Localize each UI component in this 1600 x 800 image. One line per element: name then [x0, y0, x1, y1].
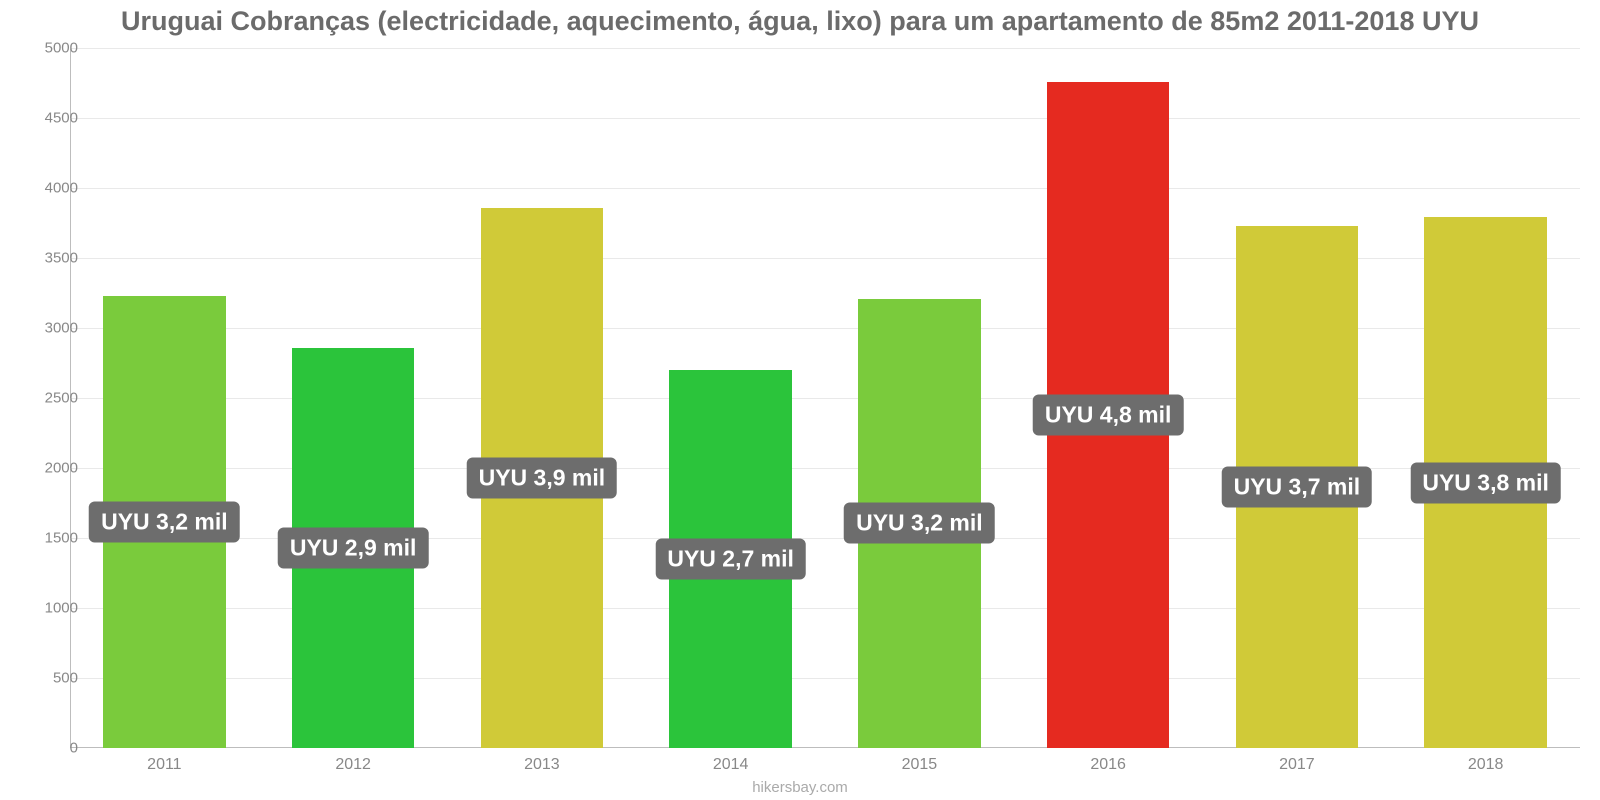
- value-badge: UYU 3,9 mil: [467, 457, 618, 498]
- y-tick-label: 4500: [18, 110, 78, 127]
- y-tick-label: 0: [18, 740, 78, 757]
- x-tick-label: 2012: [335, 756, 371, 774]
- value-badge: UYU 3,8 mil: [1410, 462, 1561, 503]
- value-badge: UYU 3,2 mil: [844, 503, 995, 544]
- chart-title: Uruguai Cobranças (electricidade, aqueci…: [0, 6, 1600, 37]
- y-tick-label: 3000: [18, 320, 78, 337]
- x-tick-label: 2015: [902, 756, 938, 774]
- x-tick-label: 2011: [147, 756, 181, 774]
- x-tick-label: 2014: [713, 756, 749, 774]
- value-badge: UYU 3,2 mil: [89, 501, 240, 542]
- y-tick-label: 4000: [18, 180, 78, 197]
- x-tick-label: 2016: [1090, 756, 1126, 774]
- y-tick-label: 1000: [18, 600, 78, 617]
- y-tick-label: 1500: [18, 530, 78, 547]
- plot-area: UYU 3,2 mil UYU 2,9 mil UYU 3,9 mil UYU 2,7…: [70, 48, 1580, 748]
- x-tick-label: 2018: [1468, 756, 1504, 774]
- value-badge: UYU 2,7 mil: [655, 539, 806, 580]
- bar-chart: Uruguai Cobranças (electricidade, aqueci…: [0, 0, 1600, 800]
- gridline: [70, 188, 1580, 189]
- value-badge: UYU 2,9 mil: [278, 527, 429, 568]
- y-tick-label: 500: [18, 670, 78, 687]
- value-badge: UYU 3,7 mil: [1222, 466, 1373, 507]
- x-tick-label: 2013: [524, 756, 560, 774]
- value-badge: UYU 4,8 mil: [1033, 394, 1184, 435]
- gridline: [70, 118, 1580, 119]
- attribution: hikersbay.com: [0, 779, 1600, 796]
- x-tick-label: 2017: [1279, 756, 1315, 774]
- y-tick-label: 2500: [18, 390, 78, 407]
- y-tick-label: 3500: [18, 250, 78, 267]
- gridline: [70, 48, 1580, 49]
- y-tick-label: 5000: [18, 40, 78, 57]
- y-tick-label: 2000: [18, 460, 78, 477]
